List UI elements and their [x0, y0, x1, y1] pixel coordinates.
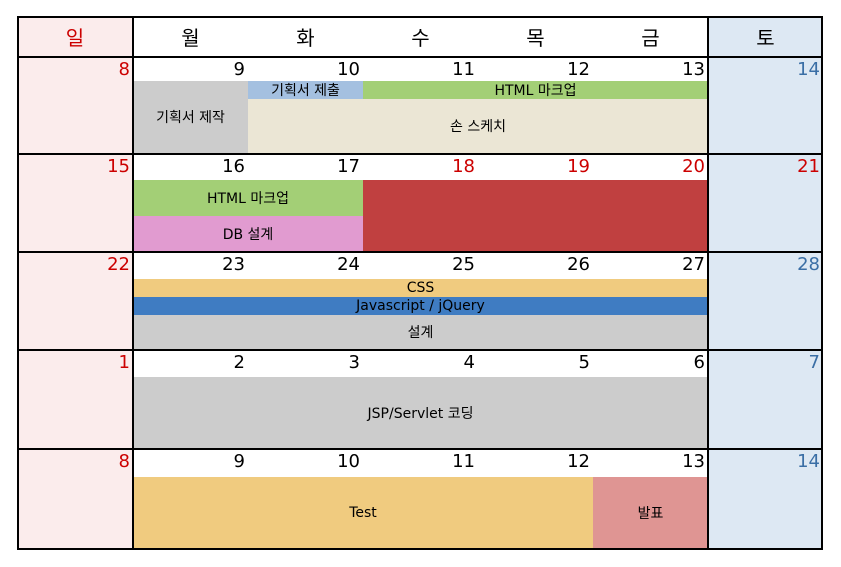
day-number: 10	[337, 59, 360, 80]
grid-divider-sun	[132, 16, 134, 550]
weekday-header-wed: 수	[411, 26, 430, 50]
event-plan-write[interactable]: 기획서 제작	[133, 81, 248, 153]
day-number: 11	[452, 451, 475, 472]
day-number: 11	[452, 59, 475, 80]
event-html-markup[interactable]: HTML 마크업	[363, 81, 708, 99]
grid-border-top	[17, 16, 823, 18]
weekday-header-sat: 토	[708, 16, 823, 57]
weekday-header-fri: 금	[641, 26, 660, 50]
day-number: 26	[567, 254, 590, 275]
event-hand-sketch[interactable]: 손 스케치	[248, 99, 708, 153]
week-row: 15 16 17 18 19 20 21	[17, 154, 823, 252]
day-number: 12	[567, 59, 590, 80]
grid-divider-week	[17, 251, 823, 253]
sunday-column-bg	[17, 57, 133, 550]
event-css[interactable]: CSS	[133, 279, 708, 297]
grid-border-left	[17, 16, 19, 550]
day-number-holiday: 18	[452, 156, 475, 177]
day-number-sun: 8	[118, 451, 130, 472]
week-row: 1 2 3 4 5 6 7	[17, 350, 823, 449]
week-row: 22 23 24 25 26 27 28	[17, 252, 823, 350]
event-javascript[interactable]: Javascript / jQuery	[133, 297, 708, 315]
event-plan-submit[interactable]: 기획서 제출	[248, 81, 363, 99]
day-number: 6	[693, 352, 705, 373]
event-presentation[interactable]: 발표	[593, 477, 708, 549]
weekday-header-sun: 일	[17, 16, 133, 57]
day-number-holiday: 20	[682, 156, 705, 177]
day-number-sun: 1	[118, 352, 130, 373]
day-number-holiday: 19	[567, 156, 590, 177]
day-number-sat: 7	[808, 352, 820, 373]
event-jsp-coding[interactable]: JSP/Servlet 코딩	[133, 377, 708, 448]
weekday-header-tue: 화	[296, 26, 315, 50]
day-number-sat: 28	[797, 254, 820, 275]
grid-border-right	[821, 16, 823, 550]
day-number: 4	[463, 352, 475, 373]
grid-border-bottom	[17, 548, 823, 550]
day-number-sun: 8	[118, 59, 130, 80]
day-number: 23	[222, 254, 245, 275]
event-html-markup[interactable]: HTML 마크업	[133, 180, 363, 216]
saturday-column-bg	[708, 57, 823, 550]
grid-divider-header	[17, 56, 823, 58]
day-number: 13	[682, 59, 705, 80]
day-number: 12	[567, 451, 590, 472]
day-number-sun: 22	[107, 254, 130, 275]
day-number-sat: 14	[797, 451, 820, 472]
day-number: 5	[578, 352, 590, 373]
day-number: 2	[233, 352, 245, 373]
day-number: 9	[233, 451, 245, 472]
day-number: 25	[452, 254, 475, 275]
day-number: 9	[233, 59, 245, 80]
day-number: 13	[682, 451, 705, 472]
day-number: 16	[222, 156, 245, 177]
day-number: 10	[337, 451, 360, 472]
calendar: 일 월 화 수 목 금 토 8 9 10 11 12 13 14 기획서 제작 …	[17, 16, 823, 550]
day-number-sun: 15	[107, 156, 130, 177]
event-test[interactable]: Test	[133, 477, 593, 549]
grid-divider-week	[17, 349, 823, 351]
grid-divider-week	[17, 153, 823, 155]
holiday-block	[363, 180, 708, 251]
week-row: 8 9 10 11 12 13 14	[17, 57, 823, 154]
day-number: 24	[337, 254, 360, 275]
day-number: 17	[337, 156, 360, 177]
event-db-design[interactable]: DB 설계	[133, 216, 363, 251]
week-row: 8 9 10 11 12 13 14	[17, 449, 823, 550]
day-number: 3	[348, 352, 360, 373]
day-number: 27	[682, 254, 705, 275]
weekday-header-mon: 월	[181, 26, 200, 50]
weekday-header-thu: 목	[526, 26, 545, 50]
grid-divider-sat	[707, 16, 709, 550]
event-design[interactable]: 설계	[133, 315, 708, 349]
day-number-sat: 21	[797, 156, 820, 177]
day-number-sat: 14	[797, 59, 820, 80]
grid-divider-week	[17, 448, 823, 450]
